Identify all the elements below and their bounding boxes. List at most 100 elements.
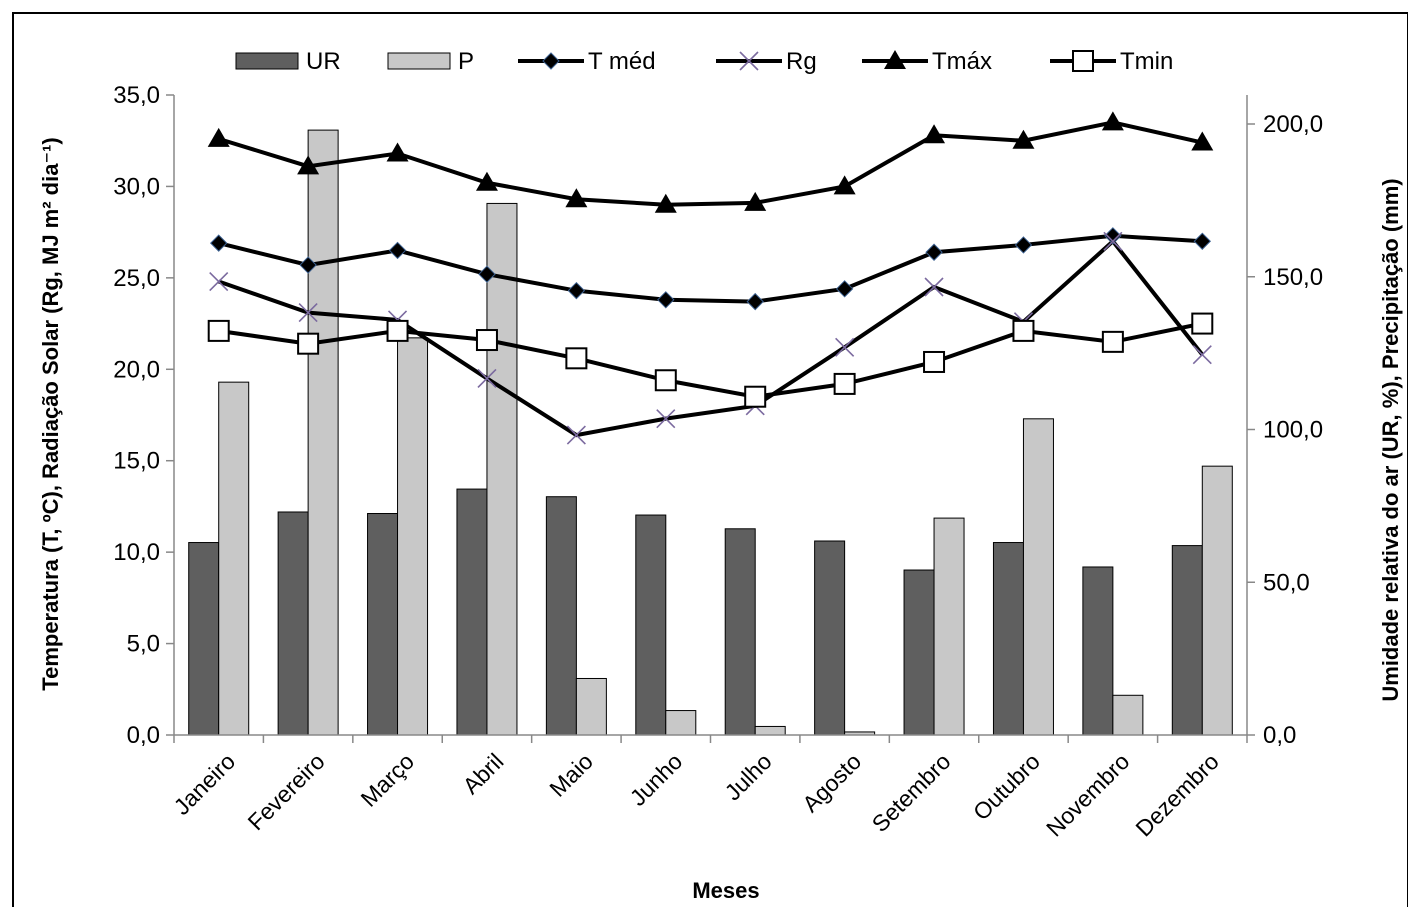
point-t-med-dezembro bbox=[1193, 232, 1211, 250]
line-tmin bbox=[218, 321, 1203, 399]
point-tmin-agosto bbox=[833, 372, 856, 395]
left-tick-label: 20,0 bbox=[113, 356, 160, 383]
point-rg-setembro bbox=[924, 277, 944, 297]
bar-ur-julho bbox=[724, 528, 756, 736]
point-rg-abril-stroke-b bbox=[477, 368, 497, 388]
point-tmax-marco bbox=[386, 142, 409, 162]
point-tmax-setembro bbox=[923, 124, 946, 144]
point-tmin-marco bbox=[386, 319, 409, 342]
point-rg-junho bbox=[656, 409, 676, 429]
left-tick-label: 0,0 bbox=[127, 722, 160, 749]
bars-layer bbox=[188, 129, 1233, 736]
point-t-med-outubro bbox=[1014, 236, 1033, 254]
point-rg-junho-stroke-b bbox=[656, 409, 676, 429]
bar-ur-novembro bbox=[1082, 566, 1114, 736]
x-axis-title: Meses bbox=[692, 878, 759, 903]
point-rg-agosto bbox=[835, 337, 855, 357]
left-tick-label: 30,0 bbox=[113, 173, 160, 200]
point-tmin-novembro bbox=[1101, 330, 1124, 353]
legend-rg-marker bbox=[739, 51, 759, 71]
point-t-med-setembro bbox=[925, 243, 943, 261]
point-t-med-abril bbox=[478, 265, 496, 283]
point-tmax-dezembro bbox=[1191, 131, 1214, 151]
line-t-med bbox=[218, 233, 1203, 304]
point-tmax-julho bbox=[744, 191, 767, 211]
bar-p-setembro bbox=[933, 517, 965, 736]
right-tick-label: 100,0 bbox=[1263, 417, 1323, 444]
legend-p-label: P bbox=[458, 48, 474, 75]
bar-ur-junho bbox=[635, 514, 667, 736]
bar-p-novembro bbox=[1112, 694, 1144, 736]
point-tmax-maio bbox=[565, 188, 588, 208]
point-rg-fevereiro-stroke-b bbox=[298, 303, 318, 323]
right-axis-title: Umidade relativa do ar (UR, %), Precipit… bbox=[1378, 178, 1403, 701]
point-rg-novembro bbox=[1103, 231, 1123, 251]
point-rg-dezembro-stroke-b bbox=[1192, 345, 1212, 365]
legend: UR P T méd Rg Tmáx Tmin bbox=[235, 48, 1173, 75]
point-tmin-janeiro bbox=[207, 319, 230, 342]
line-tmax bbox=[218, 120, 1203, 207]
right-tick-label: 200,0 bbox=[1263, 111, 1323, 138]
point-rg-novembro-stroke-b bbox=[1103, 231, 1123, 251]
bar-p-julho bbox=[754, 725, 786, 736]
left-tick-label: 5,0 bbox=[127, 631, 160, 658]
bar-ur-fevereiro bbox=[277, 511, 309, 736]
point-t-med-junho bbox=[657, 291, 675, 309]
bar-p-fevereiro bbox=[307, 129, 339, 736]
point-tmax-abril bbox=[475, 171, 498, 191]
point-t-med-fevereiro bbox=[299, 256, 317, 274]
bar-ur-agosto bbox=[814, 540, 846, 736]
bar-p-janeiro bbox=[218, 381, 250, 736]
line-rg bbox=[218, 238, 1204, 438]
bar-p-maio bbox=[575, 677, 607, 736]
bar-p-junho bbox=[665, 710, 697, 736]
left-tick-label: 25,0 bbox=[113, 265, 160, 292]
point-tmax-janeiro bbox=[207, 127, 230, 147]
bar-ur-janeiro bbox=[188, 542, 220, 736]
point-rg-maio bbox=[566, 425, 586, 445]
left-axis-title: Temperatura (T, ºC), Radiação Solar (Rg,… bbox=[38, 137, 63, 690]
left-tick-label: 15,0 bbox=[113, 448, 160, 475]
left-tick-label: 35,0 bbox=[113, 82, 160, 109]
point-tmin-fevereiro bbox=[297, 332, 320, 355]
point-t-med-agosto bbox=[835, 280, 854, 298]
left-tick-label: 10,0 bbox=[113, 539, 160, 566]
bar-ur-maio bbox=[545, 496, 577, 736]
legend-tmin-label: Tmin bbox=[1120, 48, 1173, 75]
bar-p-dezembro bbox=[1201, 465, 1233, 736]
point-t-med-maio bbox=[567, 281, 586, 300]
point-rg-maio-stroke-b bbox=[566, 425, 586, 445]
point-tmax-novembro bbox=[1101, 111, 1124, 131]
lines-layer bbox=[207, 111, 1214, 445]
legend-rg-marker-stroke-b bbox=[739, 51, 759, 71]
point-rg-janeiro bbox=[209, 271, 229, 292]
legend-tmax-label: Tmáx bbox=[932, 48, 992, 75]
point-t-med-janeiro bbox=[210, 234, 228, 252]
right-tick-label: 0,0 bbox=[1263, 722, 1296, 749]
right-tick-label: 50,0 bbox=[1263, 569, 1310, 596]
point-rg-agosto-stroke-b bbox=[835, 337, 855, 357]
point-tmax-fevereiro bbox=[297, 155, 320, 175]
legend-p-swatch bbox=[387, 52, 451, 70]
bar-ur-abril bbox=[456, 488, 488, 736]
point-t-med-julho bbox=[746, 292, 764, 311]
bar-p-outubro bbox=[1022, 418, 1054, 736]
point-rg-abril bbox=[477, 368, 497, 388]
legend-tmax-marker bbox=[884, 50, 906, 69]
bar-p-abril bbox=[486, 202, 518, 736]
point-tmin-abril bbox=[475, 329, 498, 352]
point-tmin-setembro bbox=[923, 350, 946, 373]
point-rg-setembro-stroke-b bbox=[924, 277, 944, 297]
bar-ur-dezembro bbox=[1171, 545, 1203, 736]
point-rg-dezembro bbox=[1192, 345, 1212, 365]
bar-ur-setembro bbox=[903, 569, 935, 736]
point-tmin-junho bbox=[654, 369, 677, 392]
bar-ur-marco bbox=[367, 513, 399, 736]
point-t-med-marco bbox=[388, 241, 407, 260]
right-tick-label: 150,0 bbox=[1263, 264, 1323, 291]
point-rg-janeiro-stroke-b bbox=[209, 271, 229, 292]
point-tmin-julho bbox=[744, 385, 767, 408]
legend-ur-label: UR bbox=[306, 48, 341, 75]
point-tmin-dezembro bbox=[1191, 312, 1214, 335]
